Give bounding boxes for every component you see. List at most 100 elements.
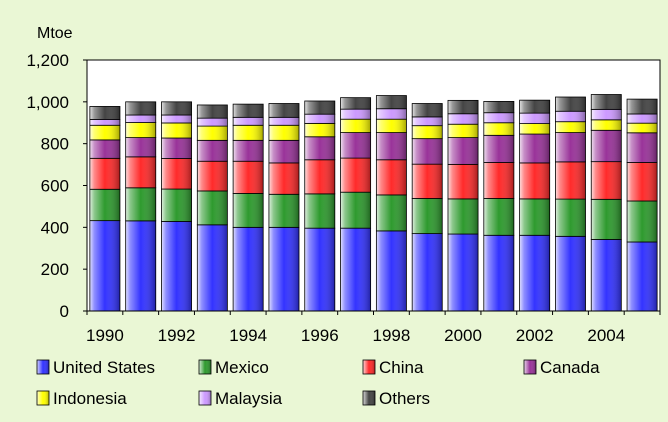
bar-indonesia-2005 xyxy=(626,122,658,134)
bar-china-2001 xyxy=(483,162,515,199)
bar-indonesia-2000 xyxy=(447,123,479,139)
bar-malaysia-1993 xyxy=(196,117,228,127)
bar-others-2005 xyxy=(626,98,658,115)
legend-label: Malaysia xyxy=(215,389,283,408)
bar-united-states-1990 xyxy=(89,220,121,312)
bar-mexico-1992 xyxy=(161,188,192,222)
bar-canada-1998 xyxy=(375,132,407,161)
legend-item-malaysia: Malaysia xyxy=(198,389,283,408)
bar-indonesia-2001 xyxy=(483,122,515,136)
x-tick-label: 2000 xyxy=(444,326,482,345)
bar-indonesia-1994 xyxy=(232,124,264,141)
bar-united-states-1993 xyxy=(196,224,228,312)
bar-canada-1993 xyxy=(196,139,228,162)
legend-swatch xyxy=(198,390,212,406)
bar-others-1999 xyxy=(411,103,443,118)
bar-united-states-2002 xyxy=(519,234,551,312)
y-tick-label: 600 xyxy=(41,177,69,196)
y-tick-label: 1,200 xyxy=(26,51,69,70)
legend-item-china: China xyxy=(362,358,424,377)
bar-mexico-2001 xyxy=(483,198,515,236)
bar-malaysia-1994 xyxy=(232,116,264,126)
bar-indonesia-2002 xyxy=(519,123,551,135)
bar-indonesia-1991 xyxy=(125,122,157,139)
bar-others-1991 xyxy=(125,101,157,116)
bar-indonesia-1996 xyxy=(304,122,336,138)
bar-united-states-1991 xyxy=(125,220,157,312)
y-tick-label: 200 xyxy=(41,260,69,279)
bar-others-2001 xyxy=(483,101,515,114)
bar-china-2004 xyxy=(590,161,622,200)
bar-indonesia-1998 xyxy=(375,118,407,133)
bar-mexico-2002 xyxy=(519,198,551,236)
legend-item-others: Others xyxy=(362,389,430,408)
bar-others-1994 xyxy=(232,103,264,118)
bar-canada-1994 xyxy=(232,139,264,162)
y-tick-label: 800 xyxy=(41,135,69,154)
bar-china-2003 xyxy=(555,161,586,200)
bar-malaysia-1992 xyxy=(161,114,192,124)
bar-china-2002 xyxy=(519,162,551,200)
bar-malaysia-1991 xyxy=(125,114,157,123)
bar-china-1998 xyxy=(375,159,407,196)
bar-united-states-1994 xyxy=(232,226,264,312)
bar-united-states-2000 xyxy=(447,233,479,312)
bar-malaysia-1997 xyxy=(340,108,372,120)
bar-canada-2005 xyxy=(626,132,658,163)
bar-united-states-1995 xyxy=(268,226,300,312)
legend-item-united-states: United States xyxy=(36,358,155,377)
bar-united-states-1997 xyxy=(340,227,372,312)
bar-indonesia-1995 xyxy=(268,124,300,141)
legend-label: Canada xyxy=(540,358,600,377)
y-tick-label: 0 xyxy=(60,302,69,321)
bar-china-1995 xyxy=(268,162,300,195)
bar-indonesia-1993 xyxy=(196,125,228,141)
bar-canada-1995 xyxy=(268,139,300,164)
x-tick-label: 1994 xyxy=(229,326,267,345)
legend-label: Mexico xyxy=(215,358,269,377)
bar-malaysia-2004 xyxy=(590,108,622,121)
bar-malaysia-2005 xyxy=(626,113,658,124)
bar-others-2000 xyxy=(447,99,479,115)
bar-malaysia-2003 xyxy=(555,110,586,123)
bar-malaysia-1996 xyxy=(304,113,336,124)
legend-swatch xyxy=(362,359,376,375)
bar-indonesia-1997 xyxy=(340,118,372,133)
bar-mexico-1998 xyxy=(375,194,407,232)
bar-others-1993 xyxy=(196,104,228,119)
bar-united-states-1992 xyxy=(161,221,192,312)
bar-mexico-1991 xyxy=(125,187,157,222)
bar-mexico-1996 xyxy=(304,193,336,229)
bar-malaysia-1998 xyxy=(375,108,407,120)
bar-canada-1992 xyxy=(161,137,192,159)
legend-swatch xyxy=(523,359,537,375)
bar-others-1992 xyxy=(161,101,192,116)
bar-united-states-2001 xyxy=(483,234,515,312)
bar-united-states-1998 xyxy=(375,230,407,312)
bar-canada-1997 xyxy=(340,132,372,159)
x-tick-label: 1990 xyxy=(86,326,124,345)
bar-canada-2003 xyxy=(555,132,586,163)
legend-swatch xyxy=(36,390,50,406)
bar-china-1997 xyxy=(340,157,372,193)
bar-malaysia-2001 xyxy=(483,112,515,124)
bar-canada-2004 xyxy=(590,129,622,163)
x-tick-label: 1996 xyxy=(301,326,339,345)
legend-swatch xyxy=(362,390,376,406)
legend-label: China xyxy=(379,358,424,377)
bar-china-1996 xyxy=(304,159,336,195)
bars-layer xyxy=(89,94,658,312)
bar-malaysia-1995 xyxy=(268,116,300,126)
bar-china-1992 xyxy=(161,158,192,190)
bar-indonesia-1990 xyxy=(89,124,121,141)
bar-others-1996 xyxy=(304,100,336,115)
bar-china-2000 xyxy=(447,163,479,200)
bar-canada-1990 xyxy=(89,139,121,159)
bar-indonesia-2003 xyxy=(555,121,586,133)
bar-canada-1991 xyxy=(125,137,157,158)
bar-mexico-1997 xyxy=(340,191,372,229)
bar-indonesia-1999 xyxy=(411,125,443,140)
legend-item-canada: Canada xyxy=(523,358,600,377)
bar-mexico-2003 xyxy=(555,198,586,237)
bar-mexico-1993 xyxy=(196,190,228,226)
